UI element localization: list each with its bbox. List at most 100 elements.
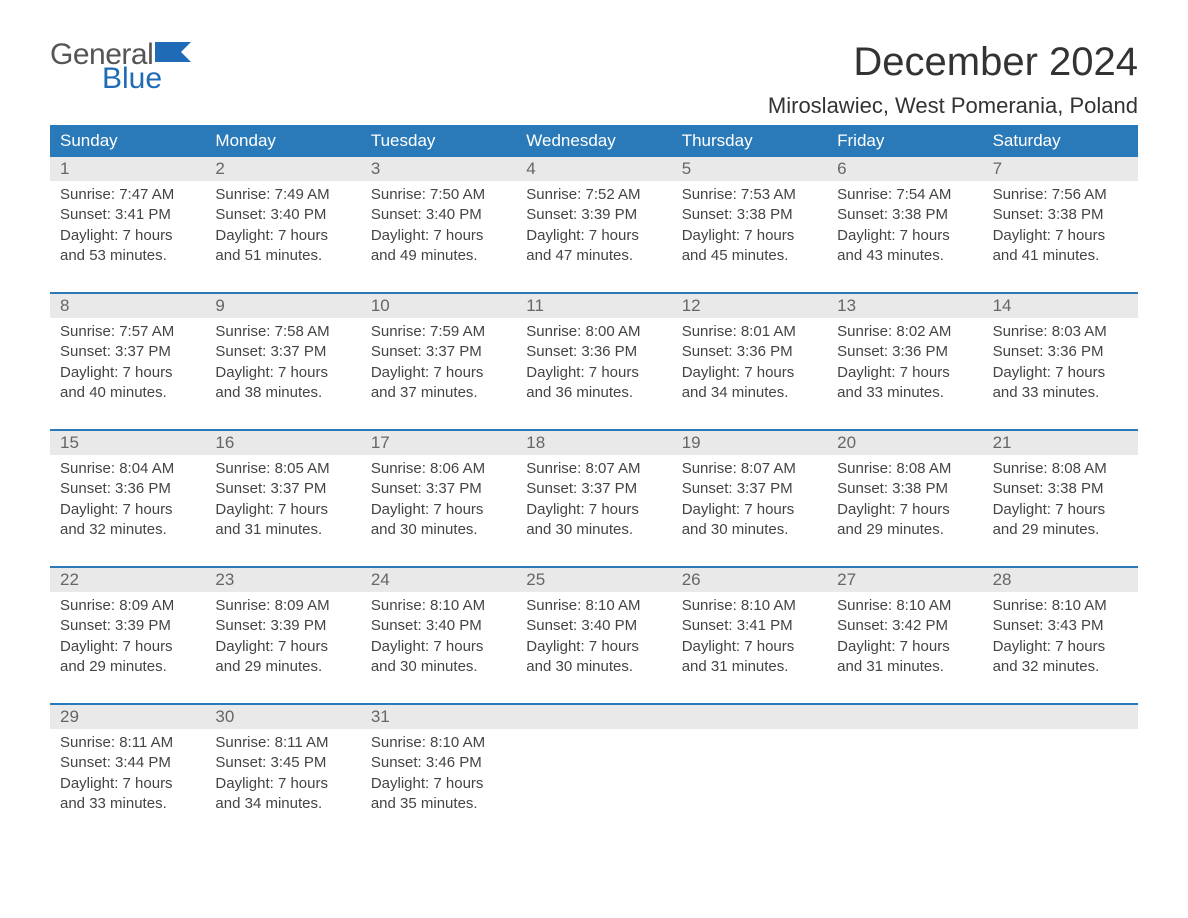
day-cell: Sunrise: 8:03 AMSunset: 3:36 PMDaylight:… bbox=[983, 318, 1138, 413]
date-number: 10 bbox=[361, 294, 516, 318]
weekday-header: Thursday bbox=[672, 125, 827, 157]
sunset-text: Sunset: 3:46 PM bbox=[371, 753, 506, 773]
date-number: 13 bbox=[827, 294, 982, 318]
sunrise-text: Sunrise: 8:08 AM bbox=[837, 459, 972, 479]
sunrise-text: Sunrise: 8:00 AM bbox=[526, 322, 661, 342]
sunset-text: Sunset: 3:40 PM bbox=[526, 616, 661, 636]
daylight-text: and 33 minutes. bbox=[837, 383, 972, 403]
daylight-text: and 45 minutes. bbox=[682, 246, 817, 266]
sunset-text: Sunset: 3:37 PM bbox=[60, 342, 195, 362]
date-number: 26 bbox=[672, 568, 827, 592]
weekday-header-row: Sunday Monday Tuesday Wednesday Thursday… bbox=[50, 125, 1138, 157]
sunset-text: Sunset: 3:36 PM bbox=[837, 342, 972, 362]
date-number: 17 bbox=[361, 431, 516, 455]
daylight-text: and 30 minutes. bbox=[526, 657, 661, 677]
day-cell: Sunrise: 8:10 AMSunset: 3:43 PMDaylight:… bbox=[983, 592, 1138, 687]
date-number-row: 1234567 bbox=[50, 157, 1138, 181]
daylight-text: and 38 minutes. bbox=[215, 383, 350, 403]
sunrise-text: Sunrise: 8:06 AM bbox=[371, 459, 506, 479]
date-number: 11 bbox=[516, 294, 671, 318]
daylight-text: and 40 minutes. bbox=[60, 383, 195, 403]
week-row: 22232425262728Sunrise: 8:09 AMSunset: 3:… bbox=[50, 566, 1138, 687]
daylight-text: Daylight: 7 hours bbox=[60, 500, 195, 520]
sunset-text: Sunset: 3:40 PM bbox=[371, 616, 506, 636]
day-content-row: Sunrise: 8:09 AMSunset: 3:39 PMDaylight:… bbox=[50, 592, 1138, 687]
date-number bbox=[672, 705, 827, 729]
sunrise-text: Sunrise: 7:58 AM bbox=[215, 322, 350, 342]
day-content-row: Sunrise: 7:47 AMSunset: 3:41 PMDaylight:… bbox=[50, 181, 1138, 276]
date-number: 12 bbox=[672, 294, 827, 318]
date-number: 30 bbox=[205, 705, 360, 729]
sunrise-text: Sunrise: 7:52 AM bbox=[526, 185, 661, 205]
sunset-text: Sunset: 3:38 PM bbox=[682, 205, 817, 225]
sunset-text: Sunset: 3:37 PM bbox=[215, 479, 350, 499]
daylight-text: and 31 minutes. bbox=[215, 520, 350, 540]
sunrise-text: Sunrise: 7:49 AM bbox=[215, 185, 350, 205]
date-number: 27 bbox=[827, 568, 982, 592]
date-number: 20 bbox=[827, 431, 982, 455]
day-cell: Sunrise: 7:58 AMSunset: 3:37 PMDaylight:… bbox=[205, 318, 360, 413]
day-cell: Sunrise: 7:56 AMSunset: 3:38 PMDaylight:… bbox=[983, 181, 1138, 276]
day-cell: Sunrise: 8:08 AMSunset: 3:38 PMDaylight:… bbox=[827, 455, 982, 550]
daylight-text: Daylight: 7 hours bbox=[60, 637, 195, 657]
daylight-text: Daylight: 7 hours bbox=[993, 226, 1128, 246]
sunrise-text: Sunrise: 8:10 AM bbox=[682, 596, 817, 616]
date-number: 21 bbox=[983, 431, 1138, 455]
day-cell: Sunrise: 8:11 AMSunset: 3:45 PMDaylight:… bbox=[205, 729, 360, 824]
sunset-text: Sunset: 3:45 PM bbox=[215, 753, 350, 773]
date-number: 23 bbox=[205, 568, 360, 592]
daylight-text: Daylight: 7 hours bbox=[682, 363, 817, 383]
daylight-text: Daylight: 7 hours bbox=[60, 774, 195, 794]
sunrise-text: Sunrise: 7:47 AM bbox=[60, 185, 195, 205]
date-number: 7 bbox=[983, 157, 1138, 181]
daylight-text: Daylight: 7 hours bbox=[526, 500, 661, 520]
sunrise-text: Sunrise: 8:10 AM bbox=[526, 596, 661, 616]
daylight-text: and 34 minutes. bbox=[682, 383, 817, 403]
daylight-text: Daylight: 7 hours bbox=[682, 500, 817, 520]
date-number-row: 891011121314 bbox=[50, 294, 1138, 318]
daylight-text: Daylight: 7 hours bbox=[837, 500, 972, 520]
date-number: 3 bbox=[361, 157, 516, 181]
daylight-text: Daylight: 7 hours bbox=[993, 363, 1128, 383]
daylight-text: Daylight: 7 hours bbox=[993, 500, 1128, 520]
daylight-text: Daylight: 7 hours bbox=[371, 226, 506, 246]
daylight-text: and 53 minutes. bbox=[60, 246, 195, 266]
sunrise-text: Sunrise: 8:09 AM bbox=[215, 596, 350, 616]
date-number: 2 bbox=[205, 157, 360, 181]
daylight-text: and 31 minutes. bbox=[682, 657, 817, 677]
sunset-text: Sunset: 3:43 PM bbox=[993, 616, 1128, 636]
date-number: 9 bbox=[205, 294, 360, 318]
date-number: 5 bbox=[672, 157, 827, 181]
day-cell: Sunrise: 8:07 AMSunset: 3:37 PMDaylight:… bbox=[516, 455, 671, 550]
day-content-row: Sunrise: 8:04 AMSunset: 3:36 PMDaylight:… bbox=[50, 455, 1138, 550]
date-number: 24 bbox=[361, 568, 516, 592]
date-number: 19 bbox=[672, 431, 827, 455]
day-content-row: Sunrise: 7:57 AMSunset: 3:37 PMDaylight:… bbox=[50, 318, 1138, 413]
date-number: 8 bbox=[50, 294, 205, 318]
date-number-row: 22232425262728 bbox=[50, 568, 1138, 592]
daylight-text: Daylight: 7 hours bbox=[215, 500, 350, 520]
sunset-text: Sunset: 3:38 PM bbox=[993, 205, 1128, 225]
day-cell: Sunrise: 8:00 AMSunset: 3:36 PMDaylight:… bbox=[516, 318, 671, 413]
daylight-text: and 34 minutes. bbox=[215, 794, 350, 814]
daylight-text: and 30 minutes. bbox=[371, 657, 506, 677]
daylight-text: Daylight: 7 hours bbox=[215, 774, 350, 794]
daylight-text: Daylight: 7 hours bbox=[837, 363, 972, 383]
sunset-text: Sunset: 3:42 PM bbox=[837, 616, 972, 636]
sunset-text: Sunset: 3:37 PM bbox=[215, 342, 350, 362]
sunrise-text: Sunrise: 7:56 AM bbox=[993, 185, 1128, 205]
sunset-text: Sunset: 3:38 PM bbox=[837, 205, 972, 225]
weekday-header: Sunday bbox=[50, 125, 205, 157]
sunrise-text: Sunrise: 8:02 AM bbox=[837, 322, 972, 342]
sunrise-text: Sunrise: 8:05 AM bbox=[215, 459, 350, 479]
daylight-text: and 43 minutes. bbox=[837, 246, 972, 266]
day-cell bbox=[983, 729, 1138, 824]
daylight-text: and 30 minutes. bbox=[371, 520, 506, 540]
day-cell: Sunrise: 8:10 AMSunset: 3:41 PMDaylight:… bbox=[672, 592, 827, 687]
weekday-header: Saturday bbox=[983, 125, 1138, 157]
sunset-text: Sunset: 3:39 PM bbox=[526, 205, 661, 225]
day-cell: Sunrise: 7:49 AMSunset: 3:40 PMDaylight:… bbox=[205, 181, 360, 276]
day-cell: Sunrise: 7:57 AMSunset: 3:37 PMDaylight:… bbox=[50, 318, 205, 413]
day-cell: Sunrise: 8:10 AMSunset: 3:40 PMDaylight:… bbox=[516, 592, 671, 687]
sunset-text: Sunset: 3:40 PM bbox=[371, 205, 506, 225]
